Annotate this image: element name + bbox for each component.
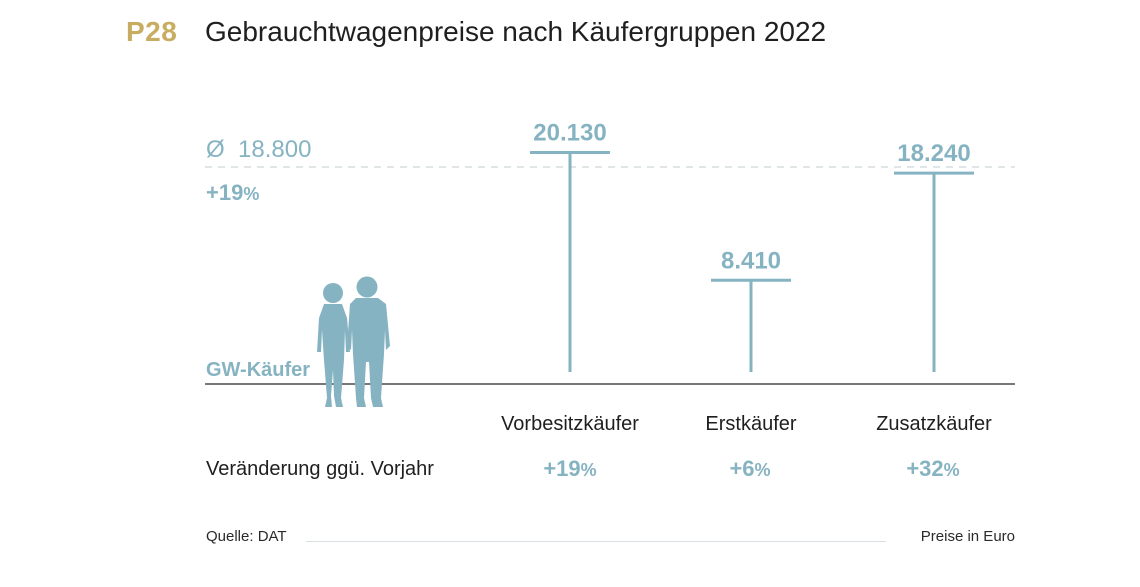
footer-divider bbox=[306, 541, 886, 542]
chart-code: P28 bbox=[126, 16, 178, 47]
unit-note: Preise in Euro bbox=[920, 528, 1015, 545]
bar-value-label-1: 8.410 bbox=[721, 247, 781, 274]
changes-row-label: Veränderung ggü. Vorjahr bbox=[206, 458, 434, 480]
category-label-0: Vorbesitzkäufer bbox=[501, 413, 639, 435]
change-zusatzkaeufer: +32% bbox=[883, 456, 983, 482]
source-note: Quelle: DAT bbox=[206, 528, 287, 545]
average-change: +19% bbox=[206, 180, 259, 205]
change-erstkaeufer: +6% bbox=[700, 456, 800, 482]
average-change-value: +19 bbox=[206, 180, 243, 205]
bar-value-label-0: 20.130 bbox=[533, 119, 606, 146]
average-change-percent: % bbox=[243, 184, 259, 204]
category-label-1: Erstkäufer bbox=[705, 413, 796, 435]
category-label-2: Zusatzkäufer bbox=[876, 413, 992, 435]
baseline-label: GW-Käufer bbox=[206, 359, 310, 381]
change-percent: % bbox=[943, 460, 960, 480]
change-value: +32 bbox=[906, 456, 944, 481]
chart-title: Gebrauchtwagenpreise nach Käufergruppen … bbox=[205, 16, 827, 47]
change-percent: % bbox=[754, 460, 771, 480]
bars-group: 20.130 Vorbesitzkäufer 8.410 Erstkäufer 18.2… bbox=[501, 119, 992, 435]
change-value: +6 bbox=[729, 456, 755, 481]
couple-silhouette-icon bbox=[317, 276, 390, 407]
change-value: +19 bbox=[543, 456, 581, 481]
change-vorbesitzkaeufer: +19% bbox=[520, 456, 620, 482]
average-label: Ø 18.800 bbox=[206, 136, 311, 163]
change-percent: % bbox=[580, 460, 597, 480]
bar-value-label-2: 18.240 bbox=[897, 140, 970, 167]
